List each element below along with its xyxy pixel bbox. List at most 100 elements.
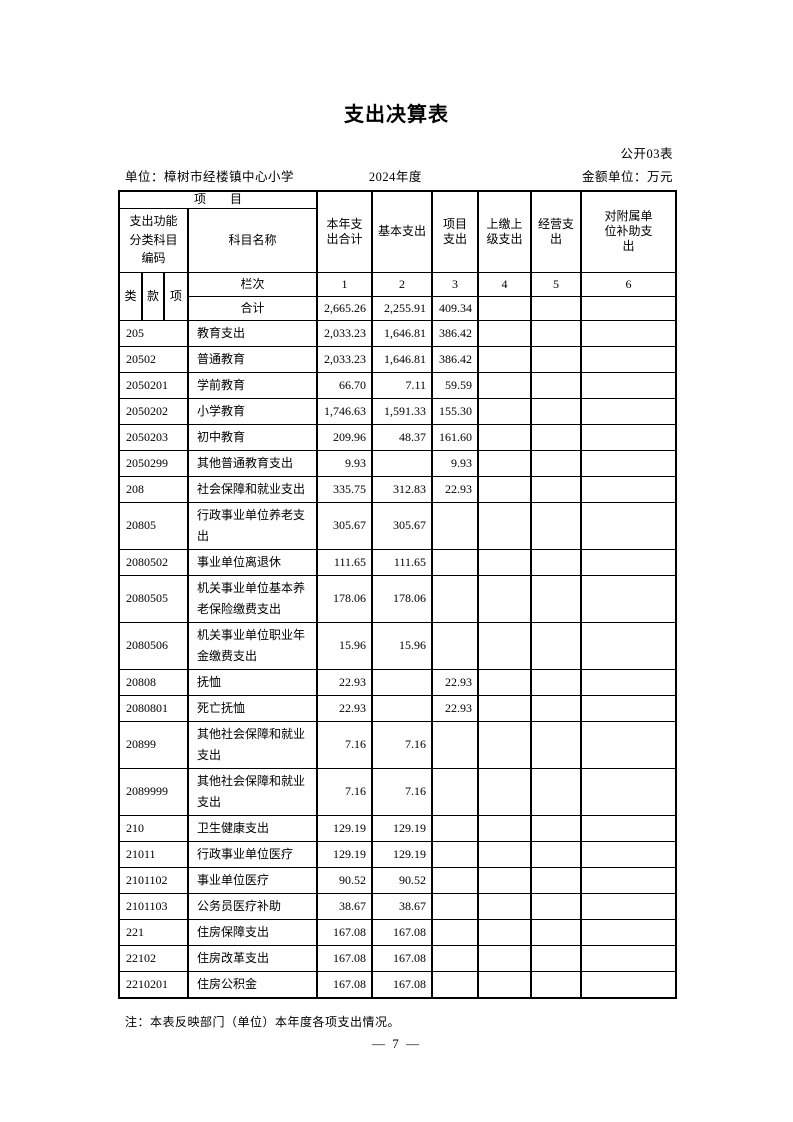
code-cell: 2089999 xyxy=(118,767,189,816)
value-cell xyxy=(530,944,583,972)
value-cell xyxy=(431,501,480,550)
table-row: 21011 行政事业单位医疗 129.19 129.19 xyxy=(118,840,678,868)
subject-cell: 事业单位医疗 xyxy=(186,866,319,894)
value-cell xyxy=(477,694,533,722)
value-cell: 22.93 xyxy=(431,668,480,696)
value-cell: 178.06 xyxy=(371,574,434,623)
value-cell xyxy=(477,892,533,920)
value-cell: 1,646.81 xyxy=(371,345,434,373)
value-cell xyxy=(530,866,583,894)
subject-cell: 学前教育 xyxy=(186,371,319,399)
value-cell: 38.67 xyxy=(371,892,434,920)
code-cell: 205 xyxy=(118,319,189,347)
value-cell: 9.93 xyxy=(316,449,374,477)
unit-label: 单位：樟树市经楼镇中心小学 xyxy=(125,170,295,184)
table-row: 2101102 事业单位医疗 90.52 90.52 xyxy=(118,866,678,894)
subject-cell: 其他普通教育支出 xyxy=(186,449,319,477)
value-cell: 22.93 xyxy=(431,694,480,722)
value-cell xyxy=(530,720,583,769)
subject-cell: 死亡抚恤 xyxy=(186,694,319,722)
value-cell xyxy=(431,767,480,816)
value-cell xyxy=(477,767,533,816)
code-cell: 20899 xyxy=(118,720,189,769)
value-cell xyxy=(580,371,678,399)
expenditure-table: 项 目 本年支出合计 基本支出 项目支出 上缴上级支出 经营支出 对附属单位补助… xyxy=(117,190,678,999)
value-cell: 335.75 xyxy=(316,475,374,503)
table-row: 2080502 事业单位离退休 111.65 111.65 xyxy=(118,548,678,576)
amount-unit-label: 金额单位：万元 xyxy=(581,170,673,184)
code-cell: 2080506 xyxy=(118,621,189,670)
rank-number: 5 xyxy=(530,271,583,297)
subject-cell: 住房公积金 xyxy=(186,970,319,998)
value-cell xyxy=(580,866,678,894)
value-cell xyxy=(431,621,480,670)
value-cell xyxy=(431,574,480,623)
value-cell xyxy=(580,814,678,842)
subject-cell: 其他社会保障和就业支出 xyxy=(186,720,319,769)
code-cell: 2080505 xyxy=(118,574,189,623)
table-row: 2210201 住房公积金 167.08 167.08 xyxy=(118,970,678,998)
value-cell xyxy=(371,694,434,722)
value-cell xyxy=(580,501,678,550)
item-header: 项 xyxy=(163,271,189,321)
value-cell xyxy=(477,970,533,998)
value-cell xyxy=(477,475,533,503)
code-cell: 2101103 xyxy=(118,892,189,920)
subject-header: 科目名称 xyxy=(186,207,319,273)
code-cell: 221 xyxy=(118,918,189,946)
value-cell xyxy=(431,944,480,972)
value-cell: 178.06 xyxy=(316,574,374,623)
table-row: 2101103 公务员医疗补助 38.67 38.67 xyxy=(118,892,678,920)
page-number: — 7 — xyxy=(372,1036,421,1051)
project-header: 项 目 xyxy=(117,190,319,209)
subject-cell: 小学教育 xyxy=(186,397,319,425)
total-value xyxy=(580,295,678,321)
col-header-operating: 经营支出 xyxy=(530,190,583,273)
subject-cell: 抚恤 xyxy=(186,668,319,696)
table-note: 注：本表反映部门（单位）本年度各项支出情况。 xyxy=(125,1014,401,1029)
value-cell xyxy=(530,501,583,550)
table-row: 20808 抚恤 22.93 22.93 xyxy=(118,668,678,696)
value-cell xyxy=(530,918,583,946)
value-cell xyxy=(477,371,533,399)
value-cell: 7.16 xyxy=(371,720,434,769)
value-cell xyxy=(477,548,533,576)
col-header-upturned: 上缴上级支出 xyxy=(477,190,533,273)
value-cell xyxy=(431,814,480,842)
table-row: 22102 住房改革支出 167.08 167.08 xyxy=(118,944,678,972)
value-cell: 111.65 xyxy=(316,548,374,576)
code-cell: 2210201 xyxy=(118,970,189,998)
col-header-subsidy: 对附属单位补助支出 xyxy=(580,190,678,273)
value-cell xyxy=(530,892,583,920)
value-cell: 2,033.23 xyxy=(316,319,374,347)
value-cell: 111.65 xyxy=(371,548,434,576)
value-cell xyxy=(530,423,583,451)
page-title: 支出决算表 xyxy=(344,104,449,126)
code-cell: 2050202 xyxy=(118,397,189,425)
code-cell: 2101102 xyxy=(118,866,189,894)
value-cell xyxy=(580,423,678,451)
value-cell xyxy=(580,319,678,347)
value-cell: 9.93 xyxy=(431,449,480,477)
subject-cell: 初中教育 xyxy=(186,423,319,451)
subject-cell: 机关事业单位基本养老保险缴费支出 xyxy=(186,574,319,623)
section-header: 款 xyxy=(141,271,165,321)
value-cell xyxy=(477,918,533,946)
col-header-annual-total: 本年支出合计 xyxy=(316,190,374,273)
value-cell: 305.67 xyxy=(371,501,434,550)
value-cell xyxy=(580,668,678,696)
table-row: 205 教育支出 2,033.23 1,646.81 386.42 xyxy=(118,319,678,347)
value-cell: 2,033.23 xyxy=(316,345,374,373)
value-cell xyxy=(580,449,678,477)
value-cell xyxy=(477,840,533,868)
table-row: 2050201 学前教育 66.70 7.11 59.59 xyxy=(118,371,678,399)
value-cell: 90.52 xyxy=(371,866,434,894)
code-cell: 210 xyxy=(118,814,189,842)
code-cell: 20805 xyxy=(118,501,189,550)
value-cell xyxy=(530,397,583,425)
value-cell xyxy=(530,475,583,503)
table-row: 20805 行政事业单位养老支出 305.67 305.67 xyxy=(118,501,678,550)
value-cell: 7.16 xyxy=(316,720,374,769)
value-cell: 129.19 xyxy=(371,840,434,868)
year-label: 2024年度 xyxy=(368,170,422,184)
